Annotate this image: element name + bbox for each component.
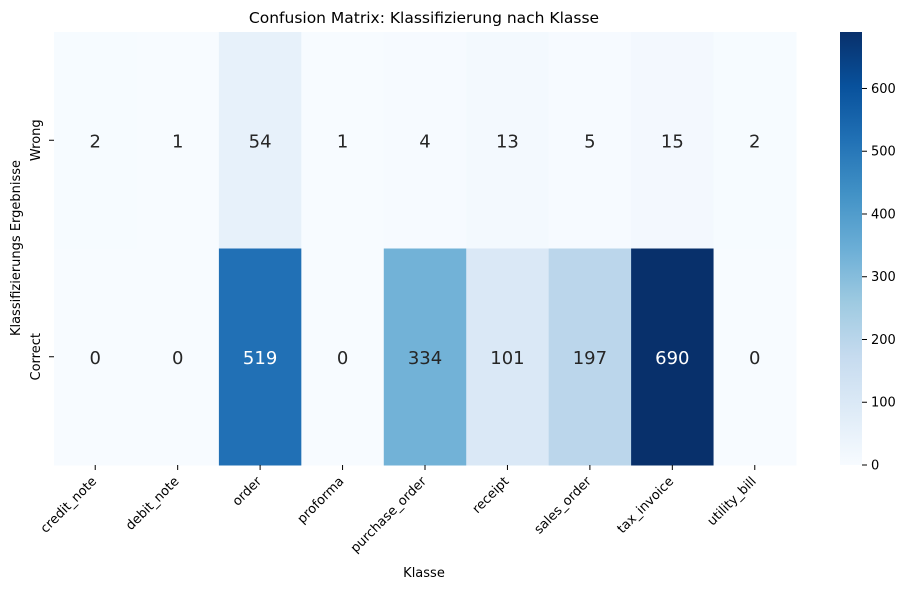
cell-value-label: 13: [496, 131, 519, 152]
cell-value-label: 519: [243, 348, 277, 369]
heatmap-cell: [301, 248, 385, 466]
cell-value-label: 4: [419, 131, 430, 152]
heatmap-cell: [466, 248, 550, 466]
cell-value-label: 0: [337, 348, 348, 369]
x-tick-label: proforma: [295, 474, 348, 527]
cell-annotations: 2 1 54 1 4 13 5 15 2 0 0 519 0 334 101 197 690 0: [89, 131, 760, 369]
x-tick-label: sales_order: [532, 474, 596, 538]
x-tick-label: debit_note: [123, 474, 182, 533]
x-axis-label: Klasse: [403, 566, 445, 581]
x-tick-label: order: [230, 474, 266, 510]
heatmap-cell: [136, 32, 220, 249]
cell-value-label: 1: [172, 131, 183, 152]
cell-value-label: 54: [249, 131, 272, 152]
heatmap-cell: [301, 32, 385, 249]
cell-value-label: 334: [408, 348, 442, 369]
heatmap-cell: [713, 248, 797, 466]
x-tick-labels: credit_note debit_note order proforma purcha…: [38, 465, 760, 556]
heatmap-cell: [631, 248, 715, 466]
heatmap-cell: [383, 248, 467, 466]
heatmap-cell: [548, 32, 632, 249]
heatmap-cells: [54, 32, 797, 466]
heatmap-cell: [383, 32, 467, 249]
x-tick-label: purchase_order: [348, 474, 430, 556]
y-tick-label: Wrong: [29, 119, 44, 161]
heatmap-cell: [54, 32, 137, 249]
cell-value-label: 1: [337, 131, 348, 152]
colorbar-ticks: 0 100 200 300 400 500 600: [862, 82, 896, 474]
heatmap-cell: [136, 248, 220, 466]
colorbar-tick-label: 200: [871, 333, 896, 348]
cell-value-label: 0: [89, 348, 100, 369]
colorbar-tick-label: 500: [871, 145, 896, 160]
colorbar-tick-label: 0: [871, 459, 879, 474]
colorbar-tick-label: 100: [871, 396, 896, 411]
cell-value-label: 0: [172, 348, 183, 369]
cell-value-label: 15: [661, 131, 684, 152]
x-tick-label: tax_invoice: [615, 474, 678, 537]
cell-value-label: 690: [655, 348, 689, 369]
heatmap-cell: [466, 32, 550, 249]
chart-title: Confusion Matrix: Klassifizierung nach K…: [249, 9, 599, 27]
cell-value-label: 101: [490, 348, 524, 369]
cell-value-label: 0: [749, 348, 760, 369]
colorbar-tick-label: 600: [871, 82, 896, 97]
x-tick-label: credit_note: [38, 474, 100, 536]
heatmap-cell: [631, 32, 715, 249]
colorbar-tick-label: 300: [871, 270, 896, 285]
cell-value-label: 2: [89, 131, 100, 152]
heatmap-cell: [713, 32, 797, 249]
heatmap-cell: [218, 32, 302, 249]
x-tick-label: utility_bill: [705, 474, 760, 529]
colorbar: [840, 32, 862, 465]
heatmap-cell: [548, 248, 632, 466]
heatmap-cell: [218, 248, 302, 466]
y-tick-label: Correct: [29, 333, 44, 380]
x-tick-label: receipt: [470, 474, 513, 517]
cell-value-label: 197: [573, 348, 607, 369]
y-tick-labels: Wrong Correct: [29, 119, 54, 380]
cell-value-label: 5: [584, 131, 595, 152]
colorbar-tick-label: 400: [871, 207, 896, 222]
cell-value-label: 2: [749, 131, 760, 152]
y-axis-label: Klassifizierungs Ergebnisse: [9, 160, 24, 336]
heatmap-cell: [54, 248, 137, 466]
